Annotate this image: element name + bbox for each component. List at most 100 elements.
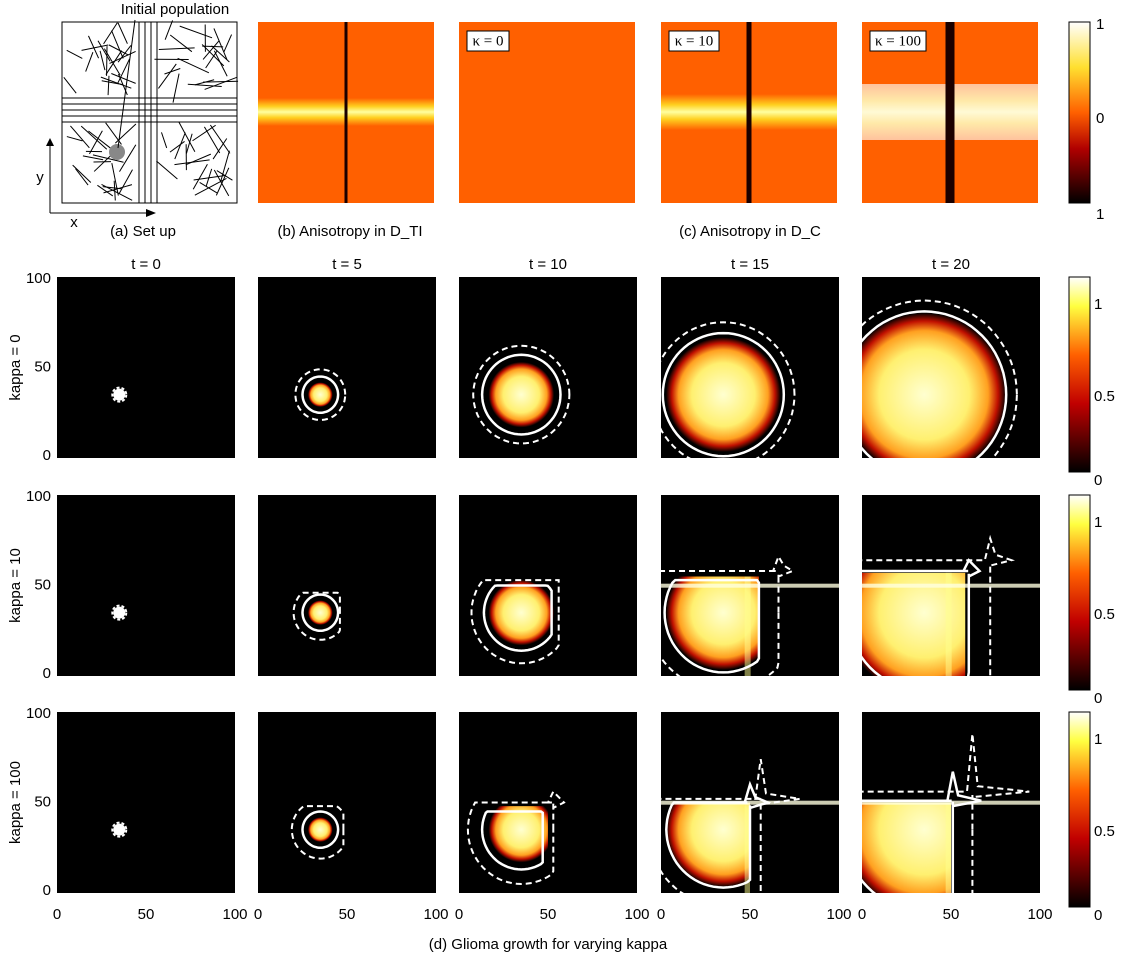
fiber [97,184,114,197]
fiber [99,50,106,71]
fiber [202,40,220,60]
fiber [161,132,168,149]
fiber [105,50,123,75]
x-tick-label: 50 [540,906,557,923]
fiber [185,153,212,166]
pointer [117,19,136,149]
colorbar-tick-label: 0.5 [1094,606,1115,623]
fiber-enhance [945,572,952,676]
caption: (a) Set up [110,223,176,240]
fiber [85,52,94,72]
contour-dashed [661,554,795,676]
colorbar-tick-label: 1 [1096,16,1104,33]
colorbar-tick-label: 1 [1094,296,1102,313]
fiber-enhance [744,802,750,893]
axis-label: y [36,169,44,186]
tumor-density [488,806,548,863]
heatmap-bg [258,277,436,458]
tumor-density [308,600,333,625]
label-box [668,30,720,52]
fiber [101,184,133,201]
colorbar-tick-label: 0.5 [1094,388,1115,405]
fiber-enhance [862,800,1040,805]
y-tick-label: 50 [34,358,51,375]
fiber [107,75,110,96]
x-tick-label: 0 [53,906,61,923]
heatmap-panel [862,277,1040,458]
seed-contour [111,386,128,403]
heatmap-bg [258,712,436,893]
tumor-group [666,576,759,676]
tumor-density [862,312,1007,458]
fiber [192,124,216,142]
row-label: kappa = 0 [7,334,24,400]
arrow-head [46,138,54,146]
contour-solid [661,331,786,458]
fiber [213,169,230,197]
fiber [156,160,178,180]
fiber [97,40,111,62]
heatmap-bg [258,495,436,676]
fiber [215,167,230,196]
heatmap-bg [57,495,235,676]
fiber [92,154,124,163]
column-title: t = 0 [131,256,161,273]
fiber [80,125,108,150]
fiber [164,68,181,75]
fiber [199,182,218,194]
seed [113,606,126,619]
heatmap-panel [258,22,434,203]
fiber [93,155,112,172]
tumor-density [666,576,759,670]
seed-contour [111,821,128,838]
annotation: Initial population [121,1,229,18]
fiber [89,130,103,155]
fiber [103,22,118,45]
contour-dashed [661,758,800,893]
x-tick-label: 100 [423,906,448,923]
fiber [119,144,137,172]
fiber [213,50,228,77]
fiber [82,155,104,161]
contour-dashed [294,368,347,422]
contour-solid [862,310,1008,458]
fiber [66,49,83,59]
tumor-group [862,802,951,893]
y-tick-label: 100 [26,270,51,287]
column-title: t = 20 [932,256,970,273]
fiber-line [746,22,752,203]
axis-label: x [70,214,78,231]
contour-dashed [661,321,796,458]
fiber [174,132,186,160]
tumor-density [308,817,333,842]
fiber [192,164,208,190]
colorbar [1068,494,1091,691]
fiber [187,83,222,87]
fiber [202,80,239,83]
heatmap-panel [862,495,1040,676]
panel-label: κ = 100 [875,33,921,49]
fiber [203,126,221,154]
fiber [63,76,77,94]
caption: (c) Anisotropy in D_C [679,223,821,240]
tumor-density [665,337,781,452]
contour-solid [663,578,761,674]
tumor-density [862,802,951,893]
y-tick-label: 50 [34,793,51,810]
fiber [72,164,92,183]
contour-solid [301,810,340,850]
colorbar-tick-label: 1 [1094,514,1102,531]
fiber [111,30,124,59]
fiber [169,34,193,53]
contour-solid [480,353,562,436]
seed-contour [111,604,128,621]
colorbar [1068,711,1091,908]
column-title: t = 10 [529,256,567,273]
tumor-group [666,802,750,893]
tumor-group [488,806,548,863]
fiber-enhance [661,800,839,805]
fiber-line [945,22,955,203]
seed [113,388,126,401]
tumor-group [488,579,555,646]
